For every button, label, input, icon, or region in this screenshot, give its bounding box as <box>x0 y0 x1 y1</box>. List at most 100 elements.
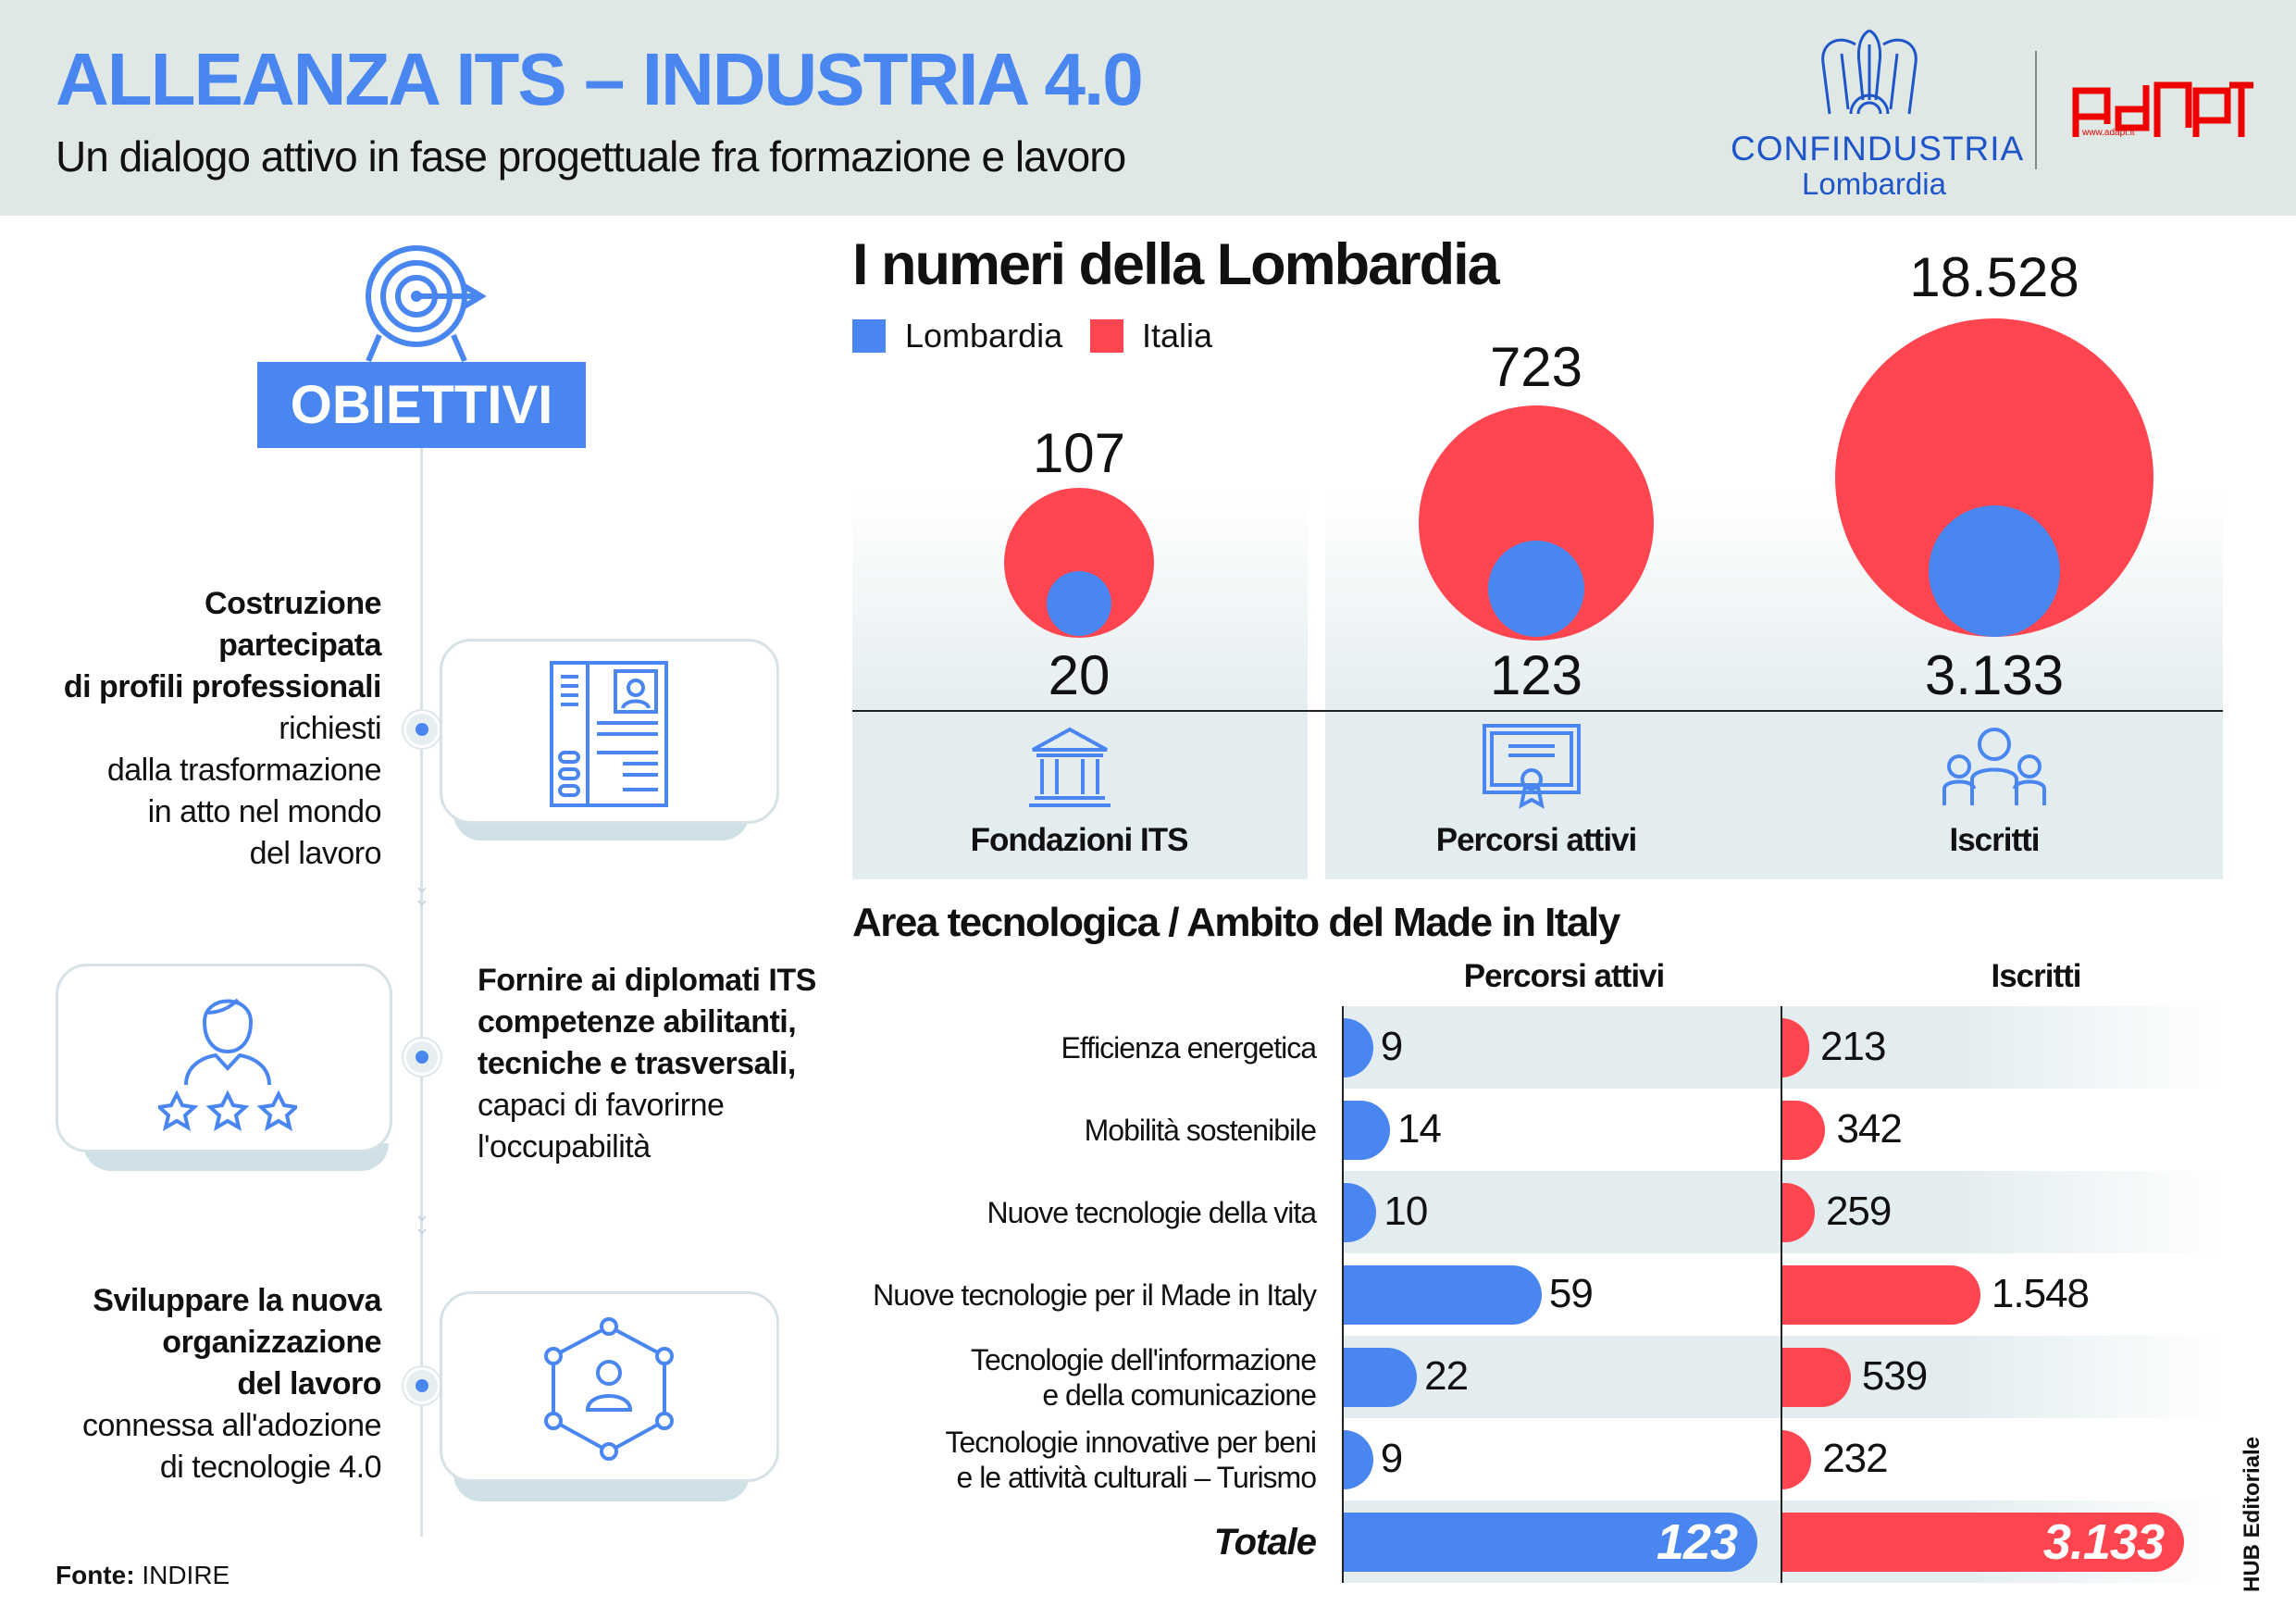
confindustria-logo-text: CONFINDUSTRIA <box>1731 130 2025 168</box>
value-percorsi: 9 <box>1380 1023 1404 1069</box>
value-iscritti: 232 <box>1822 1435 1888 1481</box>
category-label: Fondazioni ITS <box>970 822 1189 858</box>
value-percorsi: 9 <box>1380 1435 1404 1481</box>
bar-percorsi <box>1343 1100 1390 1160</box>
bar-percorsi <box>1343 1347 1418 1407</box>
value-italia: 107 <box>1032 422 1126 484</box>
chevron-down-icon: ⌄ ⌄ <box>413 1202 431 1239</box>
timeline-dot <box>403 1039 441 1076</box>
row-band <box>1343 1171 1781 1253</box>
objective-2-text: Fornire ai diplomati ITS competenze abil… <box>478 960 848 1168</box>
objective-text-line: capaci di favorirne <box>478 1088 725 1123</box>
value-iscritti: 342 <box>1836 1105 1902 1152</box>
objective-text-line: dalla trasformazione <box>106 753 382 788</box>
bar-percorsi <box>1343 1512 1757 1572</box>
value-iscritti: 1.548 <box>1991 1270 2090 1316</box>
row-band <box>1781 1171 2226 1253</box>
value-iscritti: 259 <box>1825 1188 1892 1234</box>
category-label-line: Nuove tecnologie per il Made in Italy <box>873 1277 1317 1312</box>
source-label: Fonte: <box>56 1561 135 1589</box>
bar-iscritti <box>1781 1264 1980 1325</box>
total-label: Totale <box>1213 1521 1317 1563</box>
objective-text-line: del lavoro <box>249 836 382 871</box>
category-label-panel <box>1765 712 2223 879</box>
value-iscritti: 213 <box>1820 1023 1886 1069</box>
objective-1-card <box>440 639 779 824</box>
axis-iscritti <box>1781 1006 1782 1583</box>
chevron-down-icon: ⌄ ⌄ <box>413 874 431 910</box>
bars-title: Area tecnologica / Ambito del Made in It… <box>852 900 1620 945</box>
objective-text-line: Costruzione <box>205 586 381 621</box>
category-label-line: Tecnologie dell'informazione <box>970 1342 1317 1376</box>
legend-label-italia: Italia <box>1142 317 1213 355</box>
objective-1-text: Costruzione partecipata di profili profe… <box>37 583 382 875</box>
bar-percorsi <box>1343 1264 1542 1325</box>
axis-percorsi <box>1342 1006 1344 1583</box>
bar-iscritti <box>1781 1100 1826 1160</box>
objective-text-line: di tecnologie 4.0 <box>159 1450 382 1485</box>
objective-text-line: Sviluppare la nuova <box>93 1283 381 1318</box>
network-person-icon <box>544 1317 674 1461</box>
total-value-percorsi: 123 <box>1656 1513 1738 1570</box>
category-label-line: Nuove tecnologie della vita <box>987 1195 1317 1229</box>
bubble-lombardia <box>1047 571 1111 636</box>
objective-text-line: Fornire ai diplomati ITS <box>478 963 816 998</box>
category-label: Nuove tecnologie per il Made in Italy <box>853 1277 1317 1313</box>
value-lombardia: 3.133 <box>1924 644 2065 706</box>
category-label: Efficienza energetica <box>853 1030 1317 1065</box>
bubble-lombardia <box>1488 541 1584 637</box>
category-label-panel <box>852 712 1308 879</box>
group-people-icon <box>1939 722 2050 815</box>
source-note: Fonte: INDIRE <box>56 1561 230 1590</box>
confindustria-eagle-logo <box>1821 29 1917 115</box>
category-label-panel <box>1325 712 1765 879</box>
target-icon <box>366 245 487 363</box>
category-label: Percorsi attivi <box>1435 822 1638 858</box>
person-stars-icon <box>158 998 297 1132</box>
objective-text-line: tecniche e trasversali, <box>478 1046 796 1081</box>
adapt-url: www.adapt.it <box>2082 128 2135 138</box>
source-value: INDIRE <box>142 1561 230 1589</box>
total-value-iscritti: 3.133 <box>2042 1513 2165 1570</box>
category-label: Tecnologie dell'informazione e della comu… <box>853 1342 1317 1413</box>
value-lombardia: 123 <box>1489 644 1583 706</box>
category-label-line: Efficienza energetica <box>1061 1030 1317 1065</box>
category-label: Tecnologie innovative per beni e le attiv… <box>853 1425 1318 1495</box>
page-title: ALLEANZA ITS – INDUSTRIA 4.0 <box>56 38 1144 120</box>
objective-3-text: Sviluppare la nuova organizzazione del l… <box>19 1280 382 1488</box>
numbers-title: I numeri della Lombardia <box>852 232 1500 297</box>
adapt-logo <box>2072 81 2253 137</box>
category-label-line: e della comunicazione <box>1042 1377 1317 1412</box>
objective-text-line: di profili professionali <box>63 669 382 704</box>
value-percorsi: 22 <box>1424 1352 1469 1399</box>
objective-text-line: partecipata <box>218 628 381 663</box>
bar-iscritti <box>1781 1429 1812 1489</box>
bar-iscritti <box>1781 1512 2184 1572</box>
category-label: Iscritti <box>1949 822 2040 858</box>
legend-swatch-lombardia <box>852 319 886 353</box>
category-label-line: e le attività culturali – Turismo <box>956 1460 1318 1494</box>
objective-text-line: in atto nel mondo <box>147 794 382 829</box>
category-label-line: Tecnologie innovative per beni <box>945 1425 1317 1459</box>
logo-divider <box>2035 51 2037 169</box>
value-percorsi: 59 <box>1548 1270 1594 1316</box>
certificate-icon <box>1481 722 1592 815</box>
timeline-dot <box>403 711 441 748</box>
value-italia: 723 <box>1489 336 1583 398</box>
bar-iscritti <box>1781 1347 1851 1407</box>
objective-text-line: competenze abilitanti, <box>478 1004 797 1040</box>
page-subtitle: Un dialogo attivo in fase progettuale fr… <box>56 132 1126 181</box>
objective-text-line: organizzazione <box>162 1325 381 1360</box>
category-label-line: Mobilità sostenibile <box>1084 1113 1317 1147</box>
confindustria-logo-subtext: Lombardia <box>1802 167 1946 201</box>
category-label: Nuove tecnologie della vita <box>853 1195 1317 1230</box>
header-band <box>0 0 2296 216</box>
row-band <box>1781 1336 2226 1418</box>
legend-label-lombardia: Lombardia <box>905 317 1063 355</box>
row-band <box>1343 1006 1781 1089</box>
objective-text-line: richiesti <box>279 711 381 746</box>
baseline <box>852 710 2223 712</box>
bar-percorsi <box>1343 1429 1373 1489</box>
timeline-dot <box>403 1367 441 1404</box>
institution-building-icon <box>1024 722 1135 815</box>
